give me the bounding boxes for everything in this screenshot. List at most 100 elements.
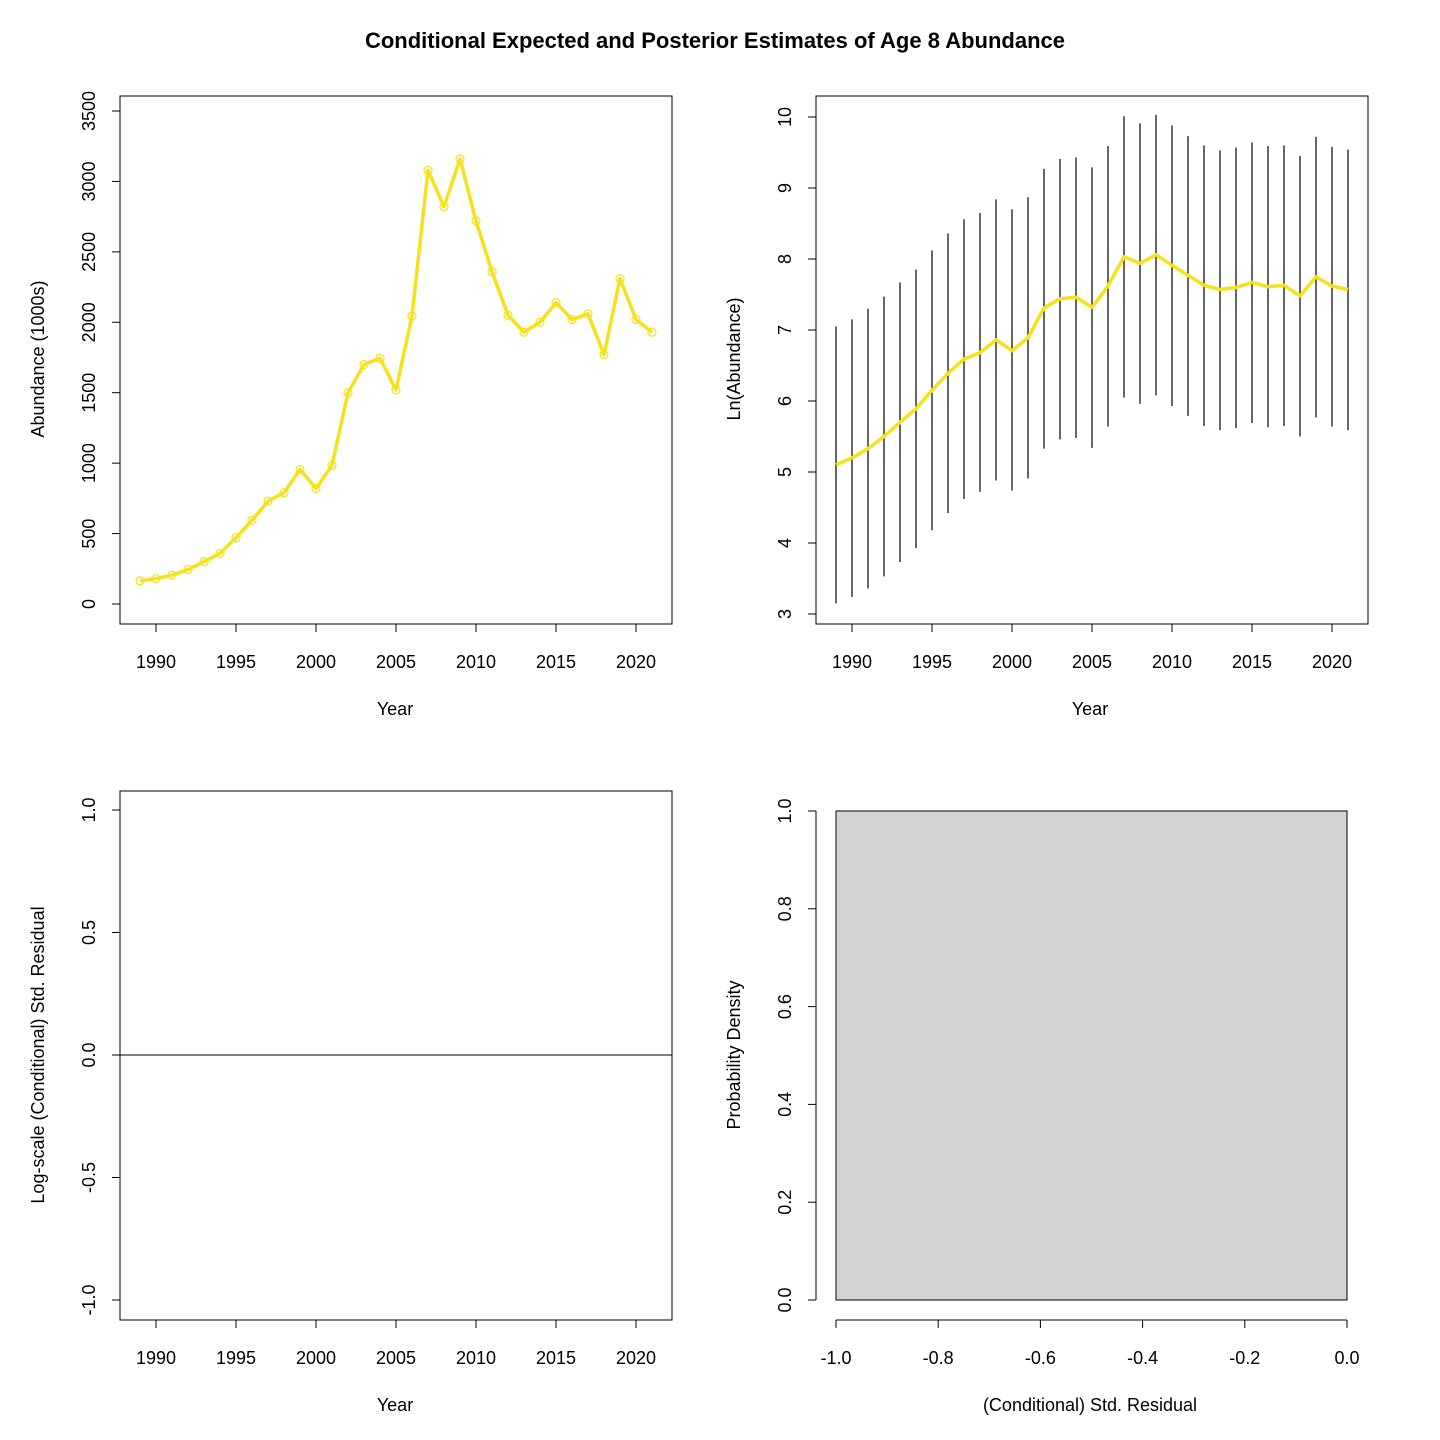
x-tick-label: 2005 [1072, 652, 1112, 672]
y-tick-label: 0.5 [79, 920, 99, 945]
data-point [359, 359, 369, 370]
data-point [167, 570, 177, 580]
x-tick-label: 1995 [216, 1348, 256, 1368]
x-axis-label: (Conditional) Std. Residual [983, 1395, 1197, 1415]
x-axis-label: Year [1072, 699, 1108, 719]
x-tick-label: 2010 [456, 652, 496, 672]
y-tick-label: 0 [79, 599, 99, 609]
y-tick-label: 1500 [79, 373, 99, 413]
data-point [215, 548, 225, 558]
y-tick-label: 0.2 [775, 1190, 795, 1215]
data-point [503, 310, 513, 320]
x-tick-label: 2020 [1312, 652, 1352, 672]
data-point [439, 202, 449, 212]
series-line [139, 157, 654, 583]
x-tick-label: 2015 [536, 652, 576, 672]
data-point [231, 533, 241, 543]
x-tick-label: 2010 [456, 1348, 496, 1368]
y-axis-label: Abundance (1000s) [28, 280, 48, 437]
x-tick-label: 0.0 [1334, 1348, 1359, 1368]
y-tick-label: 1.0 [79, 797, 99, 822]
x-tick-label: -0.4 [1127, 1348, 1158, 1368]
data-point [263, 496, 273, 506]
y-tick-label: 0.0 [79, 1042, 99, 1067]
x-tick-label: 2020 [616, 652, 656, 672]
y-tick-label: 3000 [79, 161, 99, 201]
y-tick-label: 0.6 [775, 994, 795, 1019]
data-point [279, 488, 289, 498]
data-point [631, 314, 641, 325]
x-axis-label: Year [377, 699, 413, 719]
data-point [615, 274, 625, 284]
data-point [567, 314, 577, 325]
data-point [519, 327, 529, 337]
data-point [455, 154, 465, 164]
x-tick-label: 1990 [832, 652, 872, 672]
y-tick-label: 10 [775, 107, 795, 127]
series-line [835, 252, 1349, 467]
x-tick-label: 1995 [912, 652, 952, 672]
data-point [343, 388, 353, 398]
data-point [183, 564, 193, 575]
x-axis-label: Year [377, 1395, 413, 1415]
y-tick-label: 0.0 [775, 1287, 795, 1312]
y-tick-label: 8 [775, 254, 795, 264]
data-point [151, 574, 161, 584]
plot-frame [119, 95, 673, 625]
x-tick-label: 2010 [1152, 652, 1192, 672]
histogram-bar [835, 810, 1348, 1301]
x-tick-label: 2005 [376, 1348, 416, 1368]
y-tick-label: 7 [775, 325, 795, 335]
data-point [295, 464, 305, 475]
x-tick-label: -0.6 [1025, 1348, 1056, 1368]
data-point [583, 309, 593, 319]
x-tick-label: -0.2 [1229, 1348, 1260, 1368]
y-tick-label: 500 [79, 519, 99, 549]
y-tick-label: 4 [775, 538, 795, 548]
x-tick-label: 2000 [992, 652, 1032, 672]
x-tick-label: 2015 [1232, 652, 1272, 672]
y-tick-label: 5 [775, 467, 795, 477]
panel-abundance: Year Abundance (1000s) 1990 1995 2000 2005 2… [28, 91, 673, 719]
y-tick-label: 0.4 [775, 1092, 795, 1117]
x-tick-label: -1.0 [820, 1348, 851, 1368]
data-point [471, 216, 481, 226]
data-point [423, 165, 433, 175]
y-axis-label: Log-scale (Conditional) Std. Residual [28, 906, 48, 1203]
data-point [487, 266, 497, 277]
y-tick-label: -1.0 [79, 1284, 99, 1315]
y-tick-label: 2000 [79, 302, 99, 342]
y-tick-label: -0.5 [79, 1162, 99, 1193]
x-tick-label: 1990 [136, 1348, 176, 1368]
data-point [375, 353, 385, 363]
data-point [599, 350, 609, 360]
figure-title: Conditional Expected and Posterior Estim… [365, 28, 1065, 53]
y-tick-label: 1.0 [775, 798, 795, 823]
y-axis-label: Probability Density [724, 980, 744, 1129]
x-tick-label: 2005 [376, 652, 416, 672]
data-point [391, 385, 401, 395]
x-tick-label: 2000 [296, 652, 336, 672]
x-tick-label: 1990 [136, 652, 176, 672]
y-tick-label: 1000 [79, 443, 99, 483]
panel-density: (Conditional) Std. Residual Probability … [724, 798, 1360, 1415]
panel-ln-abundance: Year Ln(Abundance) 1990 1995 2000 2005 2010 2… [724, 95, 1369, 719]
x-tick-label: 2000 [296, 1348, 336, 1368]
y-tick-label: 2500 [79, 232, 99, 272]
data-point [551, 297, 561, 308]
x-tick-label: 2015 [536, 1348, 576, 1368]
data-point [199, 557, 209, 567]
x-tick-label: 1995 [216, 652, 256, 672]
y-tick-label: 6 [775, 396, 795, 406]
data-point [535, 317, 545, 327]
y-tick-label: 0.8 [775, 896, 795, 921]
y-tick-label: 3 [775, 609, 795, 619]
panel-residuals: Year Log-scale (Conditional) Std. Residu… [28, 790, 673, 1415]
x-tick-label: 2020 [616, 1348, 656, 1368]
data-point [311, 483, 321, 494]
data-point [327, 460, 337, 470]
y-axis-label: Ln(Abundance) [724, 297, 744, 420]
y-tick-label: 9 [775, 183, 795, 193]
y-tick-label: 3500 [79, 91, 99, 131]
